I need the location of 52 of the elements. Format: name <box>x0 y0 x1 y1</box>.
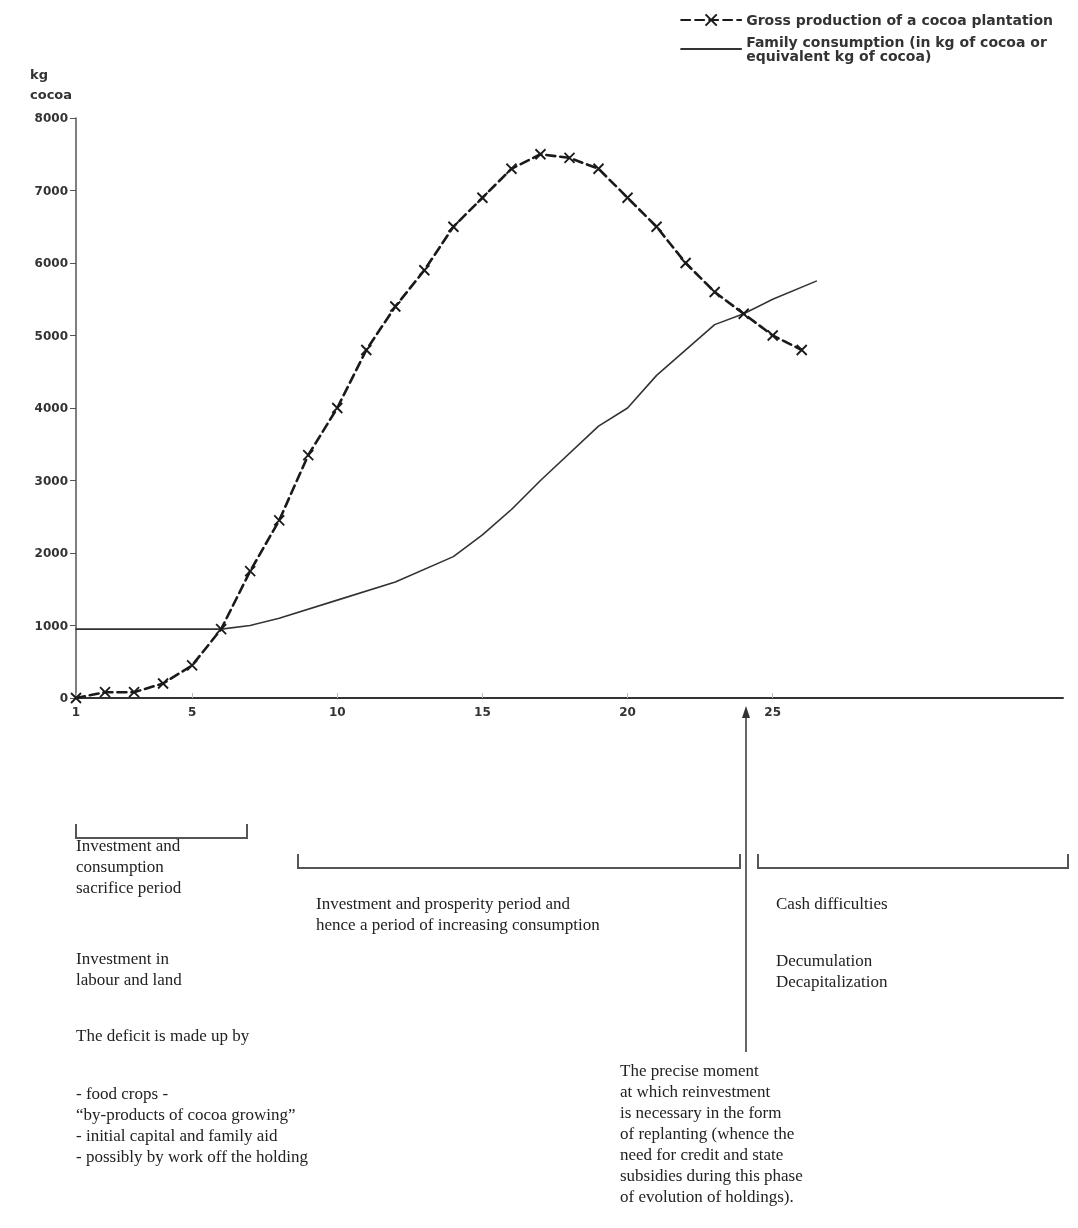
point <box>302 449 315 462</box>
y-tick-label: 8000 <box>34 111 68 125</box>
text: The precise moment at which reinvestment is necessary in the form of replanting (whence the need for credit and state subsidies during this phase of evolution of holdings). <box>620 1061 803 1206</box>
y-tick-label: 3000 <box>34 473 68 488</box>
y-axis-title: kg cocoa <box>30 66 73 102</box>
text: - food crops - “by-products of cocoa growing” - initial capital and family aid - possibly by work off the holding <box>76 1084 309 1166</box>
x-tick-label: 1 <box>71 705 81 719</box>
legend-label: Gross production of a cocoa plantation <box>746 12 1054 28</box>
y-tick-label: 0 <box>59 691 68 705</box>
point <box>679 257 692 269</box>
y-tick-label: 6000 <box>34 256 68 270</box>
point <box>389 300 402 313</box>
x-tick-label: 10 <box>328 705 346 719</box>
text: Investment in labour and land <box>76 949 183 989</box>
point <box>186 659 199 672</box>
point <box>505 162 518 175</box>
point <box>360 344 373 356</box>
point <box>795 344 808 356</box>
point <box>273 514 286 527</box>
point <box>157 677 169 690</box>
x-tick-label: 15 <box>474 705 491 719</box>
point <box>447 220 460 233</box>
point <box>476 191 489 204</box>
y-tick-label: 2000 <box>34 546 68 560</box>
legend-label: Family consumption (in kg of cocoa or equivalent kg of cocoa) <box>746 34 1052 64</box>
point <box>737 307 750 320</box>
text: Cash difficulties <box>776 894 888 913</box>
y-tick-label: 1000 <box>34 618 68 633</box>
point <box>128 686 140 699</box>
point <box>650 220 663 233</box>
y-tick-label: 7000 <box>34 183 68 198</box>
text: Investment and consumption sacrifice period <box>76 836 182 897</box>
point <box>621 191 634 204</box>
point <box>244 565 257 578</box>
x-tick-label: 5 <box>187 705 197 719</box>
point <box>766 329 779 342</box>
y-tick-label: 4000 <box>34 401 68 415</box>
x-tick-label: 25 <box>764 705 782 719</box>
line-series <box>75 280 818 630</box>
point <box>99 686 111 699</box>
y-tick-label: 5000 <box>34 328 68 343</box>
point <box>708 286 721 298</box>
point <box>563 151 576 164</box>
point <box>418 264 431 277</box>
x-tick-label: 20 <box>619 705 636 719</box>
text: Investment and prosperity period and hence a period of increasing consumption <box>316 894 601 934</box>
point <box>534 148 547 161</box>
point <box>331 402 344 414</box>
text: The deficit is made up by <box>76 1026 250 1045</box>
point <box>592 162 605 175</box>
point <box>215 623 228 636</box>
text: Decumulation Decapitalization <box>776 951 888 991</box>
